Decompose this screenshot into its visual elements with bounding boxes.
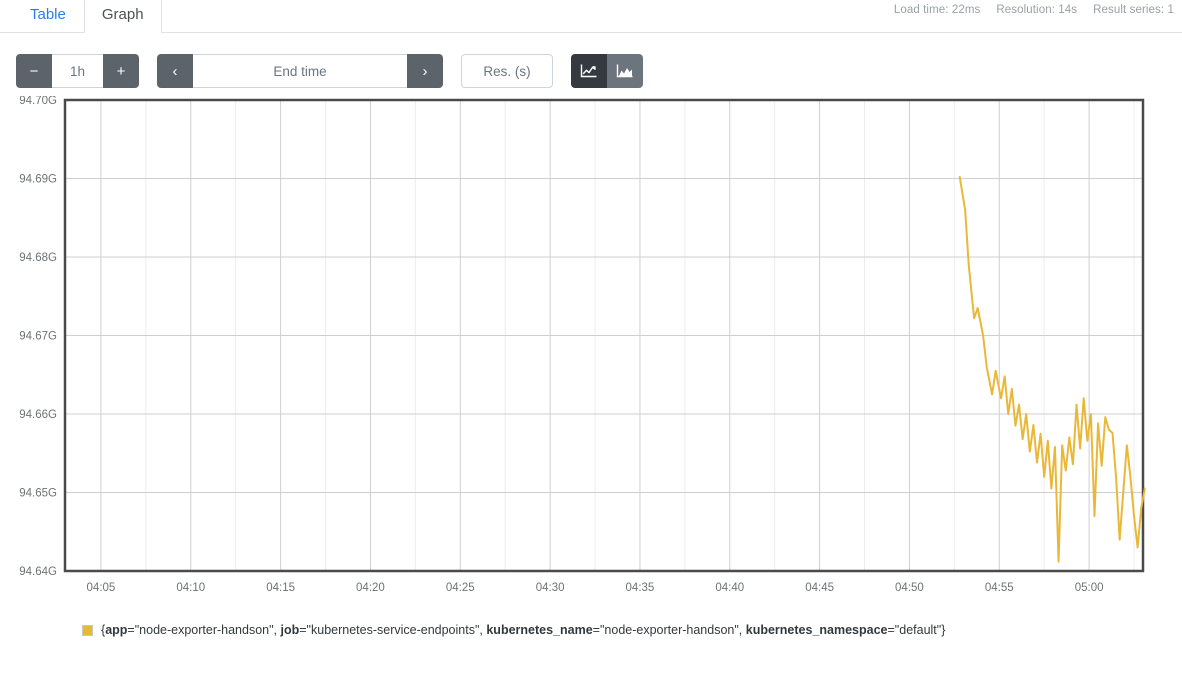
graph-legend[interactable]: {app="node-exporter-handson", job="kuber…	[82, 623, 945, 637]
range-control-group: − 1h +	[16, 54, 139, 88]
graph-canvas[interactable]: 94.64G 94.65G 94.66G 94.67G 94.68G 94.69G 94.7…	[0, 96, 1182, 606]
decrease-range-button[interactable]: −	[16, 54, 52, 88]
y-gridlines	[65, 178, 1143, 493]
series-lines	[958, 175, 1146, 563]
end-time-input[interactable]: End time	[193, 54, 407, 88]
resolution-input[interactable]: Res. (s)	[461, 54, 553, 88]
svg-text:04:40: 04:40	[715, 582, 744, 594]
svg-text:94.69G: 94.69G	[19, 174, 57, 186]
legend-color-swatch	[82, 624, 93, 636]
svg-text:94.66G: 94.66G	[19, 409, 57, 421]
svg-text:94.64G: 94.64G	[19, 566, 57, 578]
time-series-plot[interactable]: 94.64G 94.65G 94.66G 94.67G 94.68G 94.69G 94.7…	[0, 96, 1182, 606]
query-status-strip: Load time: 22ms Resolution: 14s Result s…	[894, 4, 1174, 16]
load-time-status: Load time: 22ms	[893, 4, 981, 16]
svg-text:94.68G: 94.68G	[19, 252, 57, 264]
tab-graph[interactable]: Graph	[83, 0, 162, 33]
stacked-area-chart-toggle-button[interactable]	[607, 54, 643, 88]
svg-text:04:20: 04:20	[356, 582, 385, 594]
range-input[interactable]: 1h	[52, 54, 103, 88]
tabs-divider	[0, 32, 1182, 33]
svg-text:05:00: 05:00	[1075, 582, 1104, 594]
y-axis-tick-labels: 94.64G 94.65G 94.66G 94.67G 94.68G 94.69G 94.7…	[19, 96, 57, 578]
svg-text:04:30: 04:30	[536, 582, 565, 594]
chart-type-toggle-group	[571, 54, 643, 88]
graph-controls-toolbar: − 1h + ‹ End time › Res. (s)	[16, 54, 643, 88]
line-chart-icon	[580, 63, 598, 79]
svg-text:04:15: 04:15	[266, 582, 295, 594]
next-time-button[interactable]: ›	[407, 54, 443, 88]
tab-table[interactable]: Table	[30, 6, 66, 23]
svg-text:04:50: 04:50	[895, 582, 924, 594]
increase-range-button[interactable]: +	[103, 54, 139, 88]
result-series-status: Result series: 1	[1093, 4, 1174, 16]
stacked-area-chart-icon	[616, 63, 634, 79]
x-axis-tick-labels: 04:05 04:10 04:15 04:20 04:25 04:30 04:35 04:40…	[87, 582, 1104, 594]
svg-text:04:55: 04:55	[985, 582, 1014, 594]
line-chart-toggle-button[interactable]	[571, 54, 607, 88]
svg-text:04:35: 04:35	[626, 582, 655, 594]
svg-text:04:10: 04:10	[176, 582, 205, 594]
svg-text:04:25: 04:25	[446, 582, 475, 594]
legend-series-label[interactable]: {app="node-exporter-handson", job="kuber…	[101, 623, 946, 637]
resolution-status: Resolution: 14s	[996, 4, 1078, 16]
svg-text:04:05: 04:05	[87, 582, 116, 594]
svg-text:94.67G: 94.67G	[19, 331, 57, 343]
svg-text:94.65G: 94.65G	[19, 488, 57, 500]
svg-text:04:45: 04:45	[805, 582, 834, 594]
end-time-control-group: ‹ End time ›	[157, 54, 443, 88]
svg-text:94.70G: 94.70G	[19, 96, 57, 107]
plot-border	[63, 98, 1145, 573]
previous-time-button[interactable]: ‹	[157, 54, 193, 88]
result-view-tabs: Table Graph	[0, 0, 1182, 33]
